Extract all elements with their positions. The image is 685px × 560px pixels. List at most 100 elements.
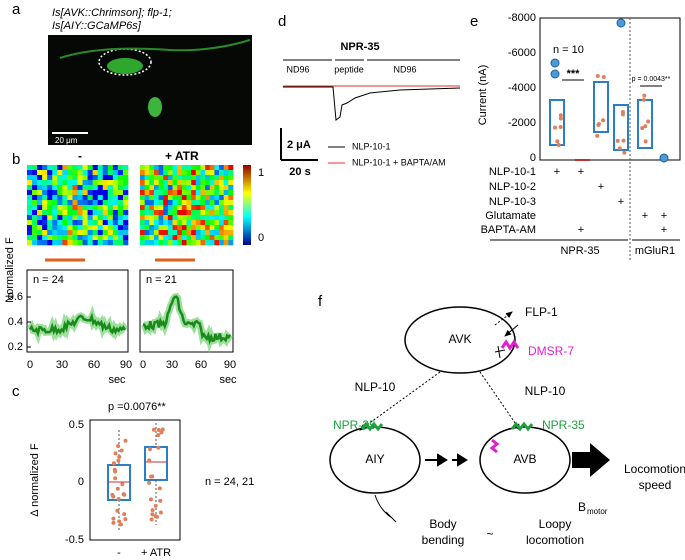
heat-cell [112,190,119,196]
heat-cell [177,215,183,221]
dot [158,498,163,503]
heat-cell [107,200,114,206]
heat-cell [205,200,211,206]
box [144,446,168,481]
heat-cell [158,165,164,171]
heat-cell [27,210,33,216]
heat-cell [153,205,159,211]
heat-cell [47,240,53,246]
heat-cell [191,165,197,171]
label: NPR-35 [542,418,585,432]
heat-cell [191,210,197,216]
heat-cell [186,180,192,186]
heat-cell [67,230,73,236]
heat-cell [122,190,129,196]
trace [142,295,232,346]
heat-cell [52,180,58,186]
heat-cell [102,240,109,246]
heat-cell [62,200,68,206]
heat-cell [195,230,201,236]
label: 0 [27,359,33,371]
label: 30 [166,359,178,371]
heat-cell [117,165,124,171]
heat-cell [72,175,78,181]
dot [122,512,127,517]
heat-cell [52,195,58,201]
heat-cell [82,230,88,236]
heat-cell [191,215,197,221]
heat-cell [144,165,150,171]
heat-cell [200,185,206,191]
heat-cell [27,195,33,201]
label: n = 21 [146,274,177,286]
heat-cell [144,175,150,181]
heat-cell [92,170,98,176]
label: 90 [224,359,236,371]
heat-cell [52,165,58,171]
box [549,99,565,146]
label: n = 10 [553,44,584,56]
heat-cell [77,235,83,241]
dot [595,74,600,79]
heat-cell [144,185,150,191]
heat-cell [223,225,229,231]
heat-cell [47,165,53,171]
label: 20 s [289,166,310,178]
dot [643,124,648,129]
heat-cell [37,180,43,186]
heat-cell [163,220,169,226]
heat-cell [158,175,164,181]
heat-cell [209,170,215,176]
neurite [59,39,251,59]
heatmaps [27,165,234,246]
heat-cell [228,170,234,176]
dot [149,474,154,479]
dot [119,522,124,527]
heat-cell [228,230,234,236]
heat-cell [107,210,114,216]
heat-cell [57,215,63,221]
heat-cell [149,180,155,186]
heat-cell [181,180,187,186]
heat-cell [153,230,159,236]
heat-cell [223,220,229,226]
heat-cell [42,185,48,191]
heat-cell [200,210,206,216]
dot [116,444,121,449]
label: Normalized F [4,237,16,303]
heat-cell [181,170,187,176]
label: 30 [56,359,68,371]
heat-cell [87,240,93,246]
inhibit [374,494,397,523]
heat-cell [32,235,38,241]
heat-cell [107,195,114,201]
heat-cell [42,205,48,211]
heat-cell [186,195,192,201]
heat-cell [140,165,145,171]
heat-cell [42,240,48,246]
label: NLP-10-1 [352,141,391,151]
label: + [598,181,604,193]
heat-cell [72,200,78,206]
heat-cell [82,175,88,181]
heat-cell [181,185,187,191]
heat-cell [37,165,43,171]
heat-cell [200,165,206,171]
heat-cell [92,175,98,181]
label: NLP-10 [525,384,566,398]
box [593,81,609,133]
heat-cell [223,195,229,201]
heat-cell [219,190,224,196]
heat-cell [158,220,164,226]
heat-cell [209,185,215,191]
heat-cell [42,165,48,171]
label: NPR-35 [340,41,379,53]
heat-cell [158,230,164,236]
heat-cell [112,215,119,221]
inhibit [494,345,506,359]
heat-cell [209,210,215,216]
heat-cell [52,200,58,206]
heat-cell [181,220,187,226]
heat-cell [87,185,93,191]
heat-cell [112,220,119,226]
